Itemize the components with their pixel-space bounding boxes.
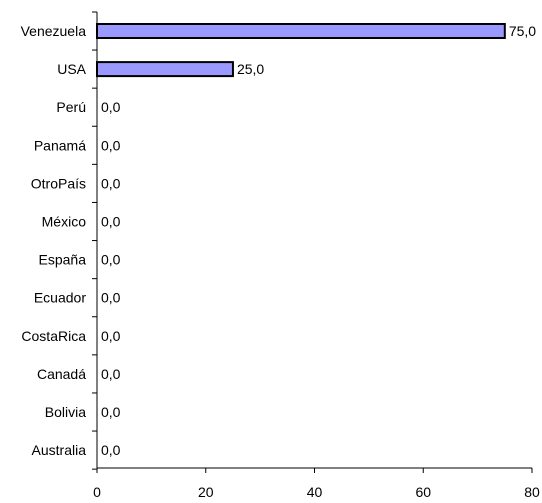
value-label: 0,0	[101, 137, 121, 153]
value-label: 0,0	[101, 214, 121, 230]
category-label: Bolivia	[45, 404, 86, 420]
category-labels: Venezuela USA Perú Panamá OtroPaís México Espa…	[21, 23, 87, 458]
category-label: México	[42, 214, 87, 230]
x-tick-label: 80	[524, 484, 540, 500]
value-label: 0,0	[101, 175, 121, 191]
category-label: Venezuela	[21, 23, 87, 39]
category-label: USA	[57, 61, 86, 77]
category-label: Canadá	[37, 366, 86, 382]
value-label: 0,0	[101, 442, 121, 458]
value-label: 75,0	[509, 23, 536, 39]
value-labels: 75,0 25,0 0,0 0,0 0,0 0,0 0,0 0,0 0,0 0,0 0,0 0,0	[101, 23, 536, 458]
value-label: 0,0	[101, 290, 121, 306]
bar-venezuela	[96, 23, 506, 39]
bars-layer	[96, 23, 506, 78]
category-label: Ecuador	[34, 290, 86, 306]
category-label: CostaRica	[21, 328, 86, 344]
category-label: Australia	[32, 442, 87, 458]
value-label: 0,0	[101, 99, 121, 115]
x-tick-label: 0	[93, 484, 101, 500]
x-tick-labels: 0 20 40 60 80	[93, 468, 540, 500]
value-label: 0,0	[101, 366, 121, 382]
x-tick-label: 60	[415, 484, 431, 500]
x-tick-label: 20	[198, 484, 214, 500]
category-label: España	[39, 252, 87, 268]
value-label: 0,0	[101, 328, 121, 344]
bar-usa	[96, 61, 234, 78]
value-label: 0,0	[101, 404, 121, 420]
x-tick-label: 40	[307, 484, 323, 500]
category-label: Perú	[56, 99, 86, 115]
value-label: 25,0	[237, 61, 264, 77]
category-label: Panamá	[34, 137, 86, 153]
category-label: OtroPaís	[31, 175, 86, 191]
value-label: 0,0	[101, 252, 121, 268]
axes	[92, 11, 532, 470]
